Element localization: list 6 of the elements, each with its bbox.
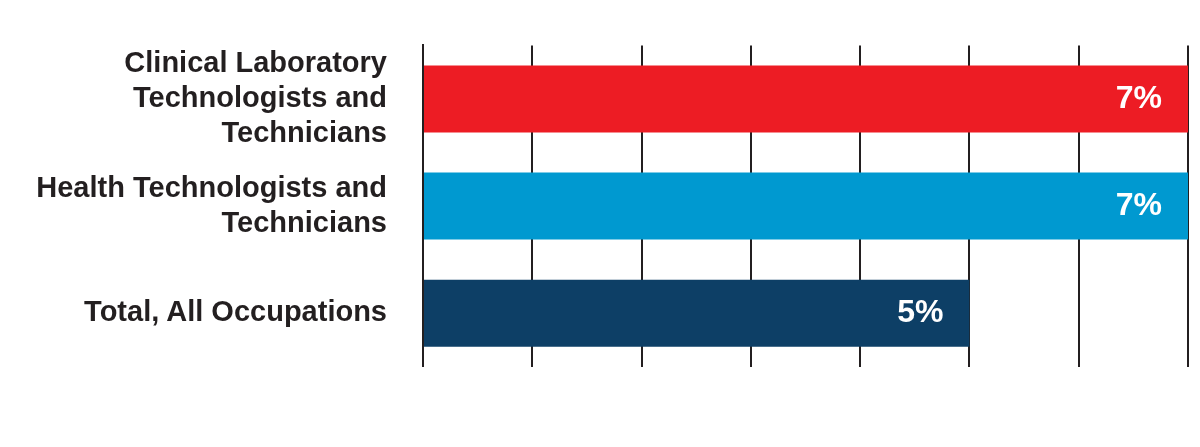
- data-label: 5%: [897, 293, 944, 330]
- y-tick-label: Total, All Occupations: [84, 295, 387, 328]
- y-tick-label: Clinical Laboratory Technologists and Technicians: [124, 46, 387, 148]
- y-tick-label: Health Technologists and Technicians: [36, 170, 387, 238]
- data-label: 7%: [1115, 78, 1162, 115]
- data-label: 7%: [1115, 185, 1162, 222]
